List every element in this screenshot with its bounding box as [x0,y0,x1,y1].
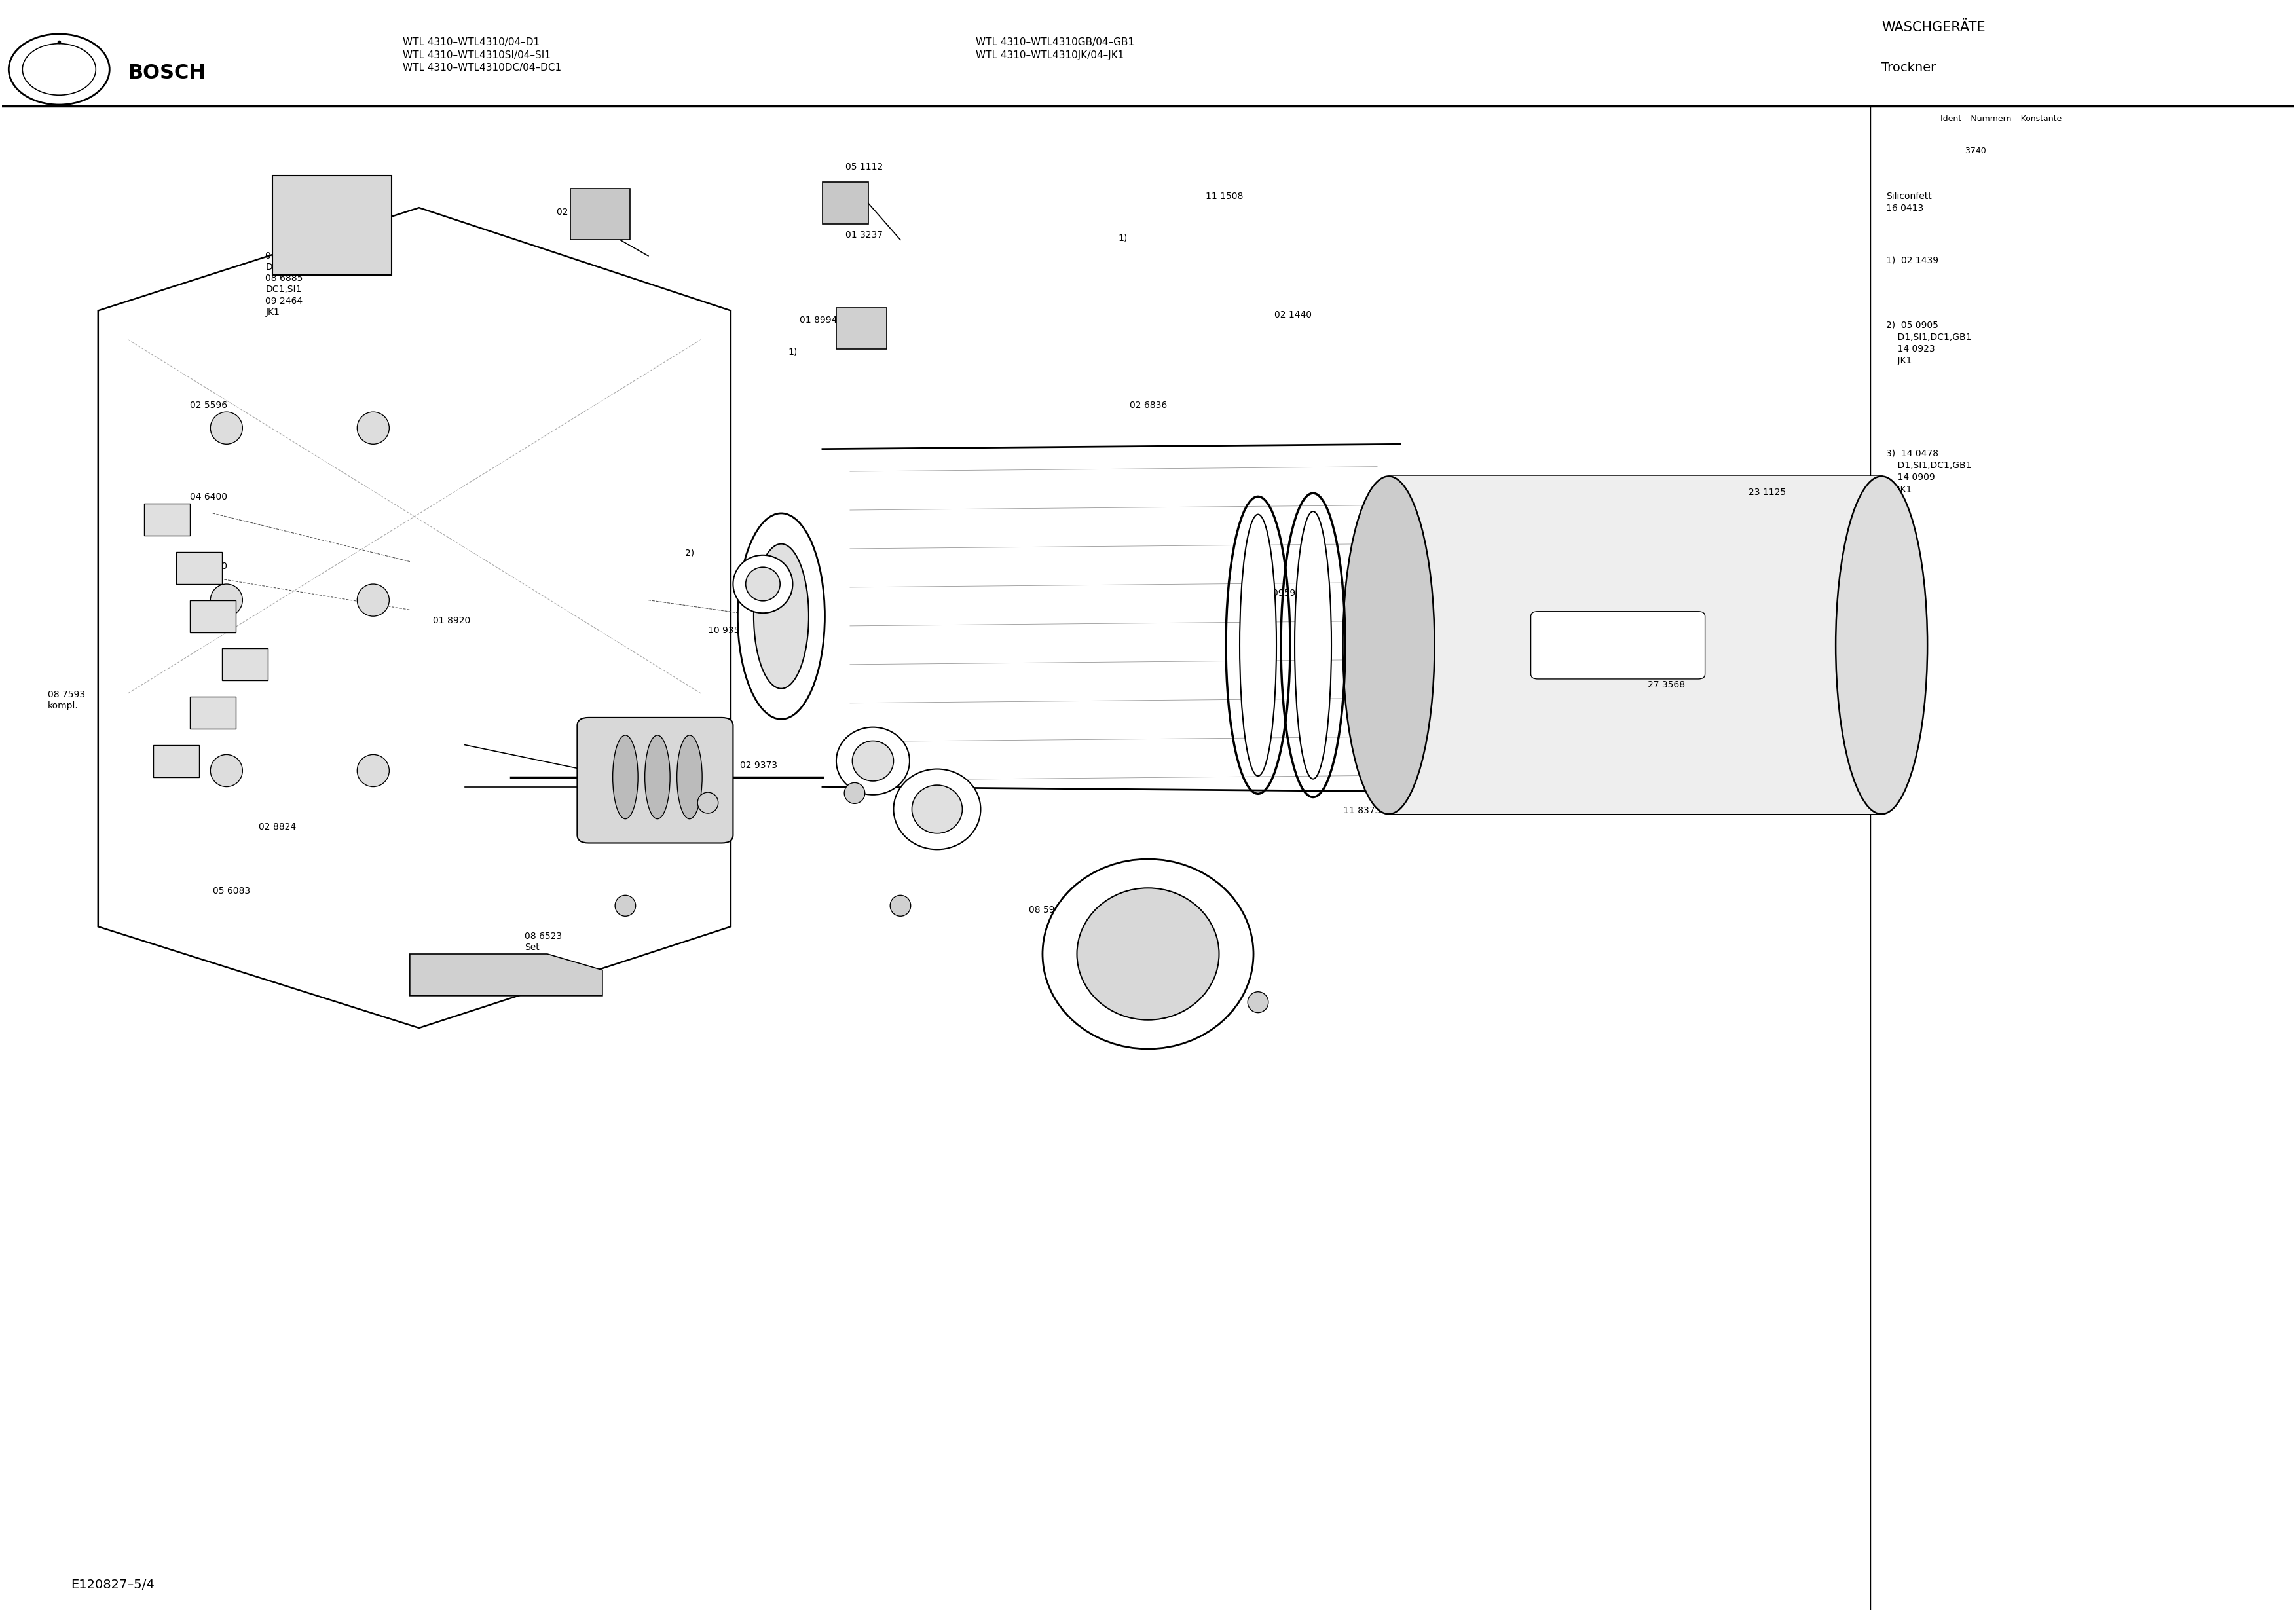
Text: WASCHGERÄTE: WASCHGERÄTE [1880,21,1986,34]
Text: 08 0959
Set: 08 0959 Set [1258,588,1295,609]
Ellipse shape [1247,991,1267,1012]
Text: 3): 3) [625,729,634,738]
Ellipse shape [645,735,670,819]
Ellipse shape [677,735,703,819]
Text: 10 9350: 10 9350 [707,625,746,635]
Text: 02 1440: 02 1440 [1274,311,1311,319]
Text: WTL 4310–WTL4310/04–D1
WTL 4310–WTL4310SI/04–SI1
WTL 4310–WTL4310DC/04–DC1: WTL 4310–WTL4310/04–D1 WTL 4310–WTL4310S… [404,37,563,73]
FancyBboxPatch shape [177,551,223,584]
Ellipse shape [836,727,909,795]
Text: 11 1508: 11 1508 [1205,192,1242,202]
Ellipse shape [732,555,792,613]
Text: WTL 4310–WTL4310GB/04–GB1
WTL 4310–WTL4310JK/04–JK1: WTL 4310–WTL4310GB/04–GB1 WTL 4310–WTL43… [976,37,1134,60]
Text: 02 5596: 02 5596 [191,401,227,409]
Text: 08 7593
kompl.: 08 7593 kompl. [48,690,85,711]
Ellipse shape [893,769,980,850]
FancyBboxPatch shape [191,696,236,729]
Text: 1): 1) [788,348,797,356]
Text: 05 6083: 05 6083 [214,887,250,896]
Ellipse shape [845,783,866,804]
Ellipse shape [615,895,636,916]
Text: 27 3568: 27 3568 [1649,680,1685,690]
Ellipse shape [891,895,912,916]
FancyBboxPatch shape [154,745,200,777]
FancyBboxPatch shape [273,176,393,276]
FancyBboxPatch shape [1389,476,1880,814]
Ellipse shape [1343,476,1435,814]
Text: 01 3237: 01 3237 [845,231,882,239]
Text: 1)  02 1439: 1) 02 1439 [1885,256,1938,264]
Text: BOSCH: BOSCH [129,63,207,82]
Ellipse shape [1295,511,1332,779]
Text: 23 1125: 23 1125 [1750,487,1786,496]
Ellipse shape [1240,514,1277,775]
Text: Siliconfett
16 0413: Siliconfett 16 0413 [1885,192,1931,213]
Ellipse shape [211,584,243,616]
Text: 11 8373: 11 8373 [1343,806,1380,816]
Text: 08 6523
Set: 08 6523 Set [523,932,563,953]
Text: 04 6400: 04 6400 [191,492,227,501]
Text: 1): 1) [1118,234,1127,242]
FancyBboxPatch shape [145,503,191,535]
Ellipse shape [737,513,824,719]
Text: Trockner: Trockner [1880,61,1936,74]
Text: 01 8994: 01 8994 [799,316,838,324]
FancyBboxPatch shape [191,600,236,632]
Text: 02 9552: 02 9552 [1176,1012,1212,1020]
FancyBboxPatch shape [223,648,269,680]
Text: 02 9373: 02 9373 [739,761,778,771]
Text: 3)  14 0478
    D1,SI1,DC1,GB1
    14 0909
    JK1: 3) 14 0478 D1,SI1,DC1,GB1 14 0909 JK1 [1885,450,1972,495]
Text: 3740 .  .    .  .  .  .: 3740 . . . . . . [1965,147,2037,155]
Text: 2): 2) [684,548,693,558]
Text: 02 8824: 02 8824 [259,822,296,832]
Text: 05 1112: 05 1112 [845,163,884,172]
Text: 08 7263
D1,GB1
08 6885
DC1,SI1
09 2464
JK1: 08 7263 D1,GB1 08 6885 DC1,SI1 09 2464 J… [266,251,303,318]
Ellipse shape [746,567,781,601]
Text: 2)  05 0905
    D1,SI1,DC1,GB1
    14 0923
    JK1: 2) 05 0905 D1,SI1,DC1,GB1 14 0923 JK1 [1885,321,1972,366]
Text: 01 8920: 01 8920 [432,616,471,625]
Ellipse shape [358,413,390,445]
Text: 02 8825: 02 8825 [556,208,595,218]
Ellipse shape [613,735,638,819]
Ellipse shape [1042,859,1254,1049]
FancyBboxPatch shape [822,182,868,224]
Text: 08 5982: 08 5982 [937,787,974,796]
Ellipse shape [211,413,243,445]
Text: Ident – Nummern – Konstante: Ident – Nummern – Konstante [1940,114,2062,123]
FancyBboxPatch shape [1531,611,1706,679]
Text: 02 6836: 02 6836 [1130,401,1166,409]
Polygon shape [99,208,730,1028]
FancyBboxPatch shape [569,189,629,240]
Polygon shape [411,954,602,996]
Ellipse shape [698,793,719,812]
FancyBboxPatch shape [836,308,886,350]
Ellipse shape [852,742,893,782]
Text: 04 6400: 04 6400 [191,561,227,571]
FancyBboxPatch shape [576,717,732,843]
Ellipse shape [358,754,390,787]
Ellipse shape [358,584,390,616]
Text: E120827–5/4: E120827–5/4 [71,1578,154,1591]
Text: 08 5981: 08 5981 [1029,906,1065,916]
Ellipse shape [912,785,962,833]
Ellipse shape [211,754,243,787]
Ellipse shape [1077,888,1219,1020]
Ellipse shape [753,543,808,688]
Ellipse shape [1837,476,1926,814]
